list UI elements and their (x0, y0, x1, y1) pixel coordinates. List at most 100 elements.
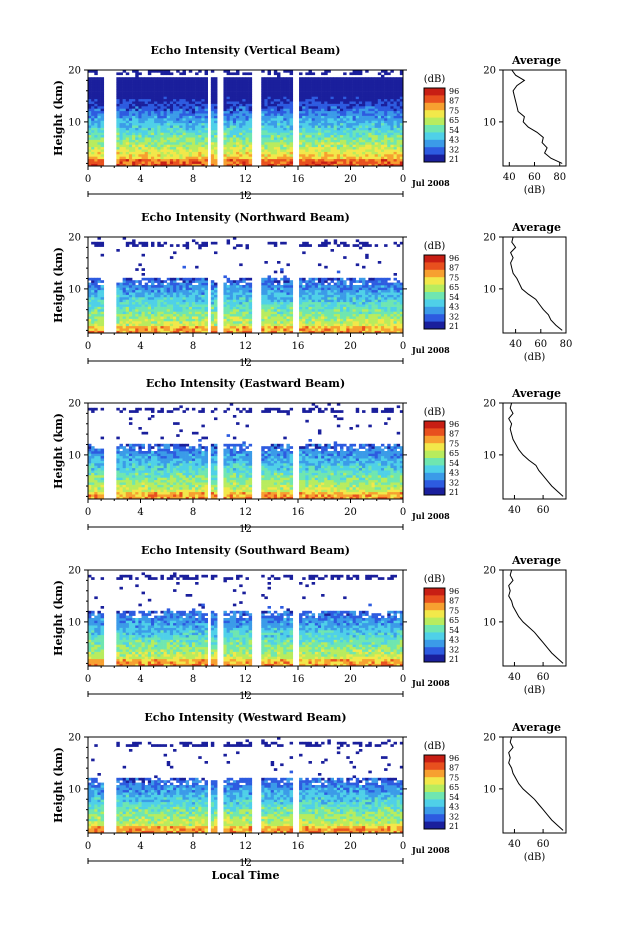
heatmap-cells (88, 237, 404, 334)
heatmap-cell (188, 115, 193, 119)
heatmap-cell (239, 285, 243, 288)
heatmap-cell (352, 108, 357, 112)
heatmap-cell (267, 106, 271, 109)
heatmap-cell (97, 94, 101, 97)
heatmap-cell (245, 163, 249, 167)
heatmap-cell (305, 91, 309, 95)
heatmap-cell (88, 277, 92, 281)
heatmap-cell (270, 151, 275, 155)
heatmap-cell (333, 77, 338, 80)
heatmap-cell (223, 285, 227, 288)
heatmap-cell (311, 313, 316, 317)
heatmap-cell (305, 299, 309, 303)
heatmap-cell (116, 72, 120, 76)
heatmap-cell (182, 101, 186, 104)
heatmap-cell (160, 79, 164, 83)
heatmap-cell (264, 98, 268, 102)
heatmap-cell (179, 289, 183, 293)
heatmap-cell (358, 89, 363, 92)
heatmap-cell (147, 139, 152, 143)
heatmap-cell (333, 130, 338, 133)
heatmap-cell (248, 277, 253, 281)
heatmap-cell (242, 134, 246, 138)
heatmap-cell (147, 132, 152, 136)
heatmap-cell (138, 330, 142, 334)
heatmap-cell (176, 142, 180, 145)
heatmap-cell (321, 89, 325, 92)
heatmap-cell (169, 151, 174, 155)
heatmap-cell (299, 306, 303, 310)
heatmap-cell (384, 98, 388, 102)
heatmap-cell (214, 89, 218, 92)
heatmap-cell (399, 101, 404, 104)
heatmap-cell (387, 139, 391, 143)
heatmap-cell (248, 294, 253, 298)
heatmap-cell (343, 156, 347, 160)
heatmap-cell (166, 318, 171, 322)
heatmap-cell (286, 313, 290, 317)
heatmap-cell (229, 289, 234, 293)
heatmap-cell (308, 321, 312, 324)
heatmap-cell (355, 125, 360, 128)
heatmap-cell (201, 294, 205, 298)
heatmap-cell (201, 301, 205, 305)
heatmap-cell (261, 132, 265, 136)
heatmap-cell (122, 328, 127, 331)
heatmap-cell (362, 156, 366, 160)
heatmap-cell (314, 86, 319, 90)
heatmap-cell (169, 82, 174, 85)
heatmap-cell (340, 113, 344, 116)
heatmap-cell (289, 309, 294, 312)
heatmap-cell (188, 156, 193, 160)
heatmap-cell (314, 98, 319, 102)
heatmap-cell (280, 91, 284, 95)
heatmap-cell (261, 94, 265, 97)
heatmap-cell (201, 323, 205, 327)
heatmap-cell (100, 113, 105, 116)
heatmap-cell (214, 113, 218, 116)
heatmap-cell (261, 122, 265, 126)
heatmap-cell (201, 149, 205, 152)
heatmap-cell (151, 70, 155, 73)
heatmap-cell (377, 132, 382, 136)
heatmap-cell (198, 137, 202, 140)
heatmap-cell (299, 101, 303, 104)
heatmap-cell (343, 154, 347, 157)
heatmap-cell (317, 301, 322, 305)
heatmap-cell (314, 108, 319, 112)
heatmap-cell (308, 134, 312, 138)
heatmap-cell (270, 113, 275, 116)
heatmap-cell (198, 316, 202, 319)
heatmap-cell (280, 106, 284, 109)
heatmap-cell (277, 294, 281, 298)
heatmap-cell (223, 292, 227, 295)
heatmap-cell (317, 318, 322, 322)
heatmap-cell (264, 103, 268, 107)
heatmap-cell (336, 110, 341, 114)
heatmap-cell (393, 101, 397, 104)
heatmap-cell (125, 154, 130, 157)
heatmap-cell (280, 132, 284, 136)
heatmap-cell (283, 98, 287, 102)
heatmap-cell (248, 110, 253, 114)
heatmap-cell (154, 158, 158, 162)
heatmap-cell (355, 134, 360, 138)
heatmap-cell (270, 294, 275, 298)
heatmap-cell (245, 158, 249, 162)
heatmap-cell (239, 292, 243, 295)
heatmap-cell (371, 82, 375, 85)
heatmap-cell (147, 149, 152, 152)
heatmap-cell (349, 82, 353, 85)
heatmap-cell (236, 328, 240, 331)
heatmap-cell (201, 86, 205, 90)
heatmap-cell (179, 106, 183, 109)
heatmap-cell (305, 287, 309, 291)
heatmap-cell (299, 318, 303, 322)
heatmap-cell (135, 142, 139, 145)
heatmap-cell (144, 316, 149, 319)
heatmap-cell (144, 289, 149, 293)
heatmap-cell (384, 161, 388, 164)
heatmap-cell (305, 139, 309, 143)
heatmap-cell (125, 151, 130, 155)
heatmap-cell (277, 98, 281, 102)
